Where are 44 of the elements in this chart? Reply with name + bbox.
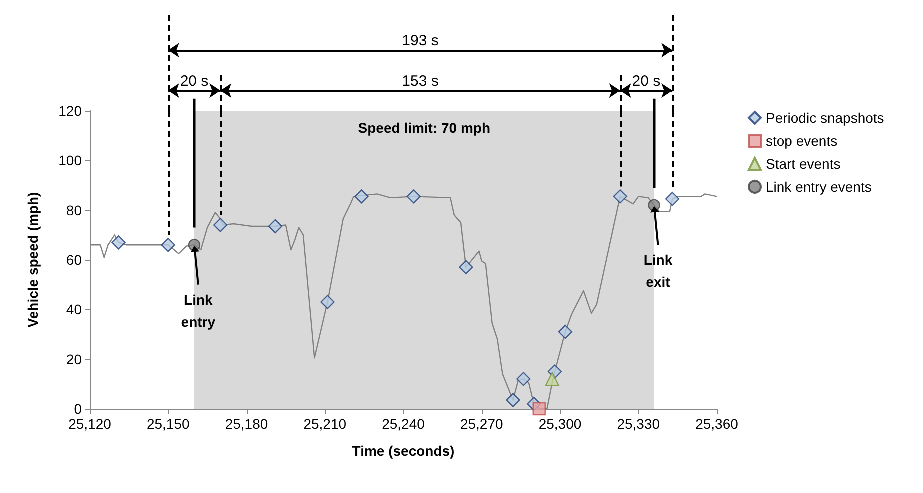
point bbox=[406, 190, 422, 204]
point bbox=[558, 324, 573, 340]
y-tick-label: 100 bbox=[58, 152, 82, 169]
x-tick-label: 25,300 bbox=[538, 416, 582, 432]
text: 20 s bbox=[180, 72, 209, 90]
point bbox=[354, 190, 369, 204]
y-tick-label: 60 bbox=[66, 252, 82, 268]
x-tick-label: 25,360 bbox=[696, 416, 739, 432]
point bbox=[320, 295, 335, 310]
band-label: Speed limit: 70 mph bbox=[358, 120, 491, 136]
text: 193 s bbox=[402, 32, 439, 50]
x-tick-label: 25,240 bbox=[382, 416, 426, 432]
point bbox=[516, 372, 531, 386]
point bbox=[532, 402, 546, 416]
legend-label: Start events bbox=[766, 156, 841, 172]
x-tick-label: 25,270 bbox=[460, 416, 504, 432]
point bbox=[459, 260, 474, 275]
point bbox=[665, 192, 680, 206]
point bbox=[214, 218, 228, 232]
y-tick-label: 0 bbox=[74, 401, 82, 417]
x-tick-label: 25,120 bbox=[68, 416, 112, 432]
x-tick-label: 25,180 bbox=[225, 416, 268, 432]
x-tick-label: 25,150 bbox=[146, 416, 190, 432]
point bbox=[161, 238, 176, 252]
annotation: Link exit bbox=[644, 252, 673, 290]
y-axis-title: Vehicle speed (mph) bbox=[25, 192, 41, 328]
legend-label: Periodic snapshots bbox=[766, 110, 884, 126]
point bbox=[506, 393, 520, 408]
y-tick-label: 80 bbox=[66, 202, 82, 218]
x-tick-label: 25,330 bbox=[617, 416, 660, 432]
text: 153 s bbox=[402, 72, 439, 90]
legend-label: stop events bbox=[766, 133, 838, 149]
x-tick-label: 25,210 bbox=[304, 416, 347, 432]
y-tick-label: 40 bbox=[66, 302, 82, 318]
y-tick-label: 20 bbox=[66, 351, 82, 368]
annotation: Link entry bbox=[181, 292, 216, 330]
x-axis-title: Time (seconds) bbox=[352, 443, 455, 459]
legend-label: Link entry events bbox=[766, 179, 872, 195]
text: 20 s bbox=[632, 72, 661, 90]
y-tick-label: 120 bbox=[58, 103, 82, 119]
point bbox=[545, 372, 560, 386]
point bbox=[268, 219, 283, 234]
point bbox=[112, 236, 126, 250]
point bbox=[613, 190, 628, 204]
